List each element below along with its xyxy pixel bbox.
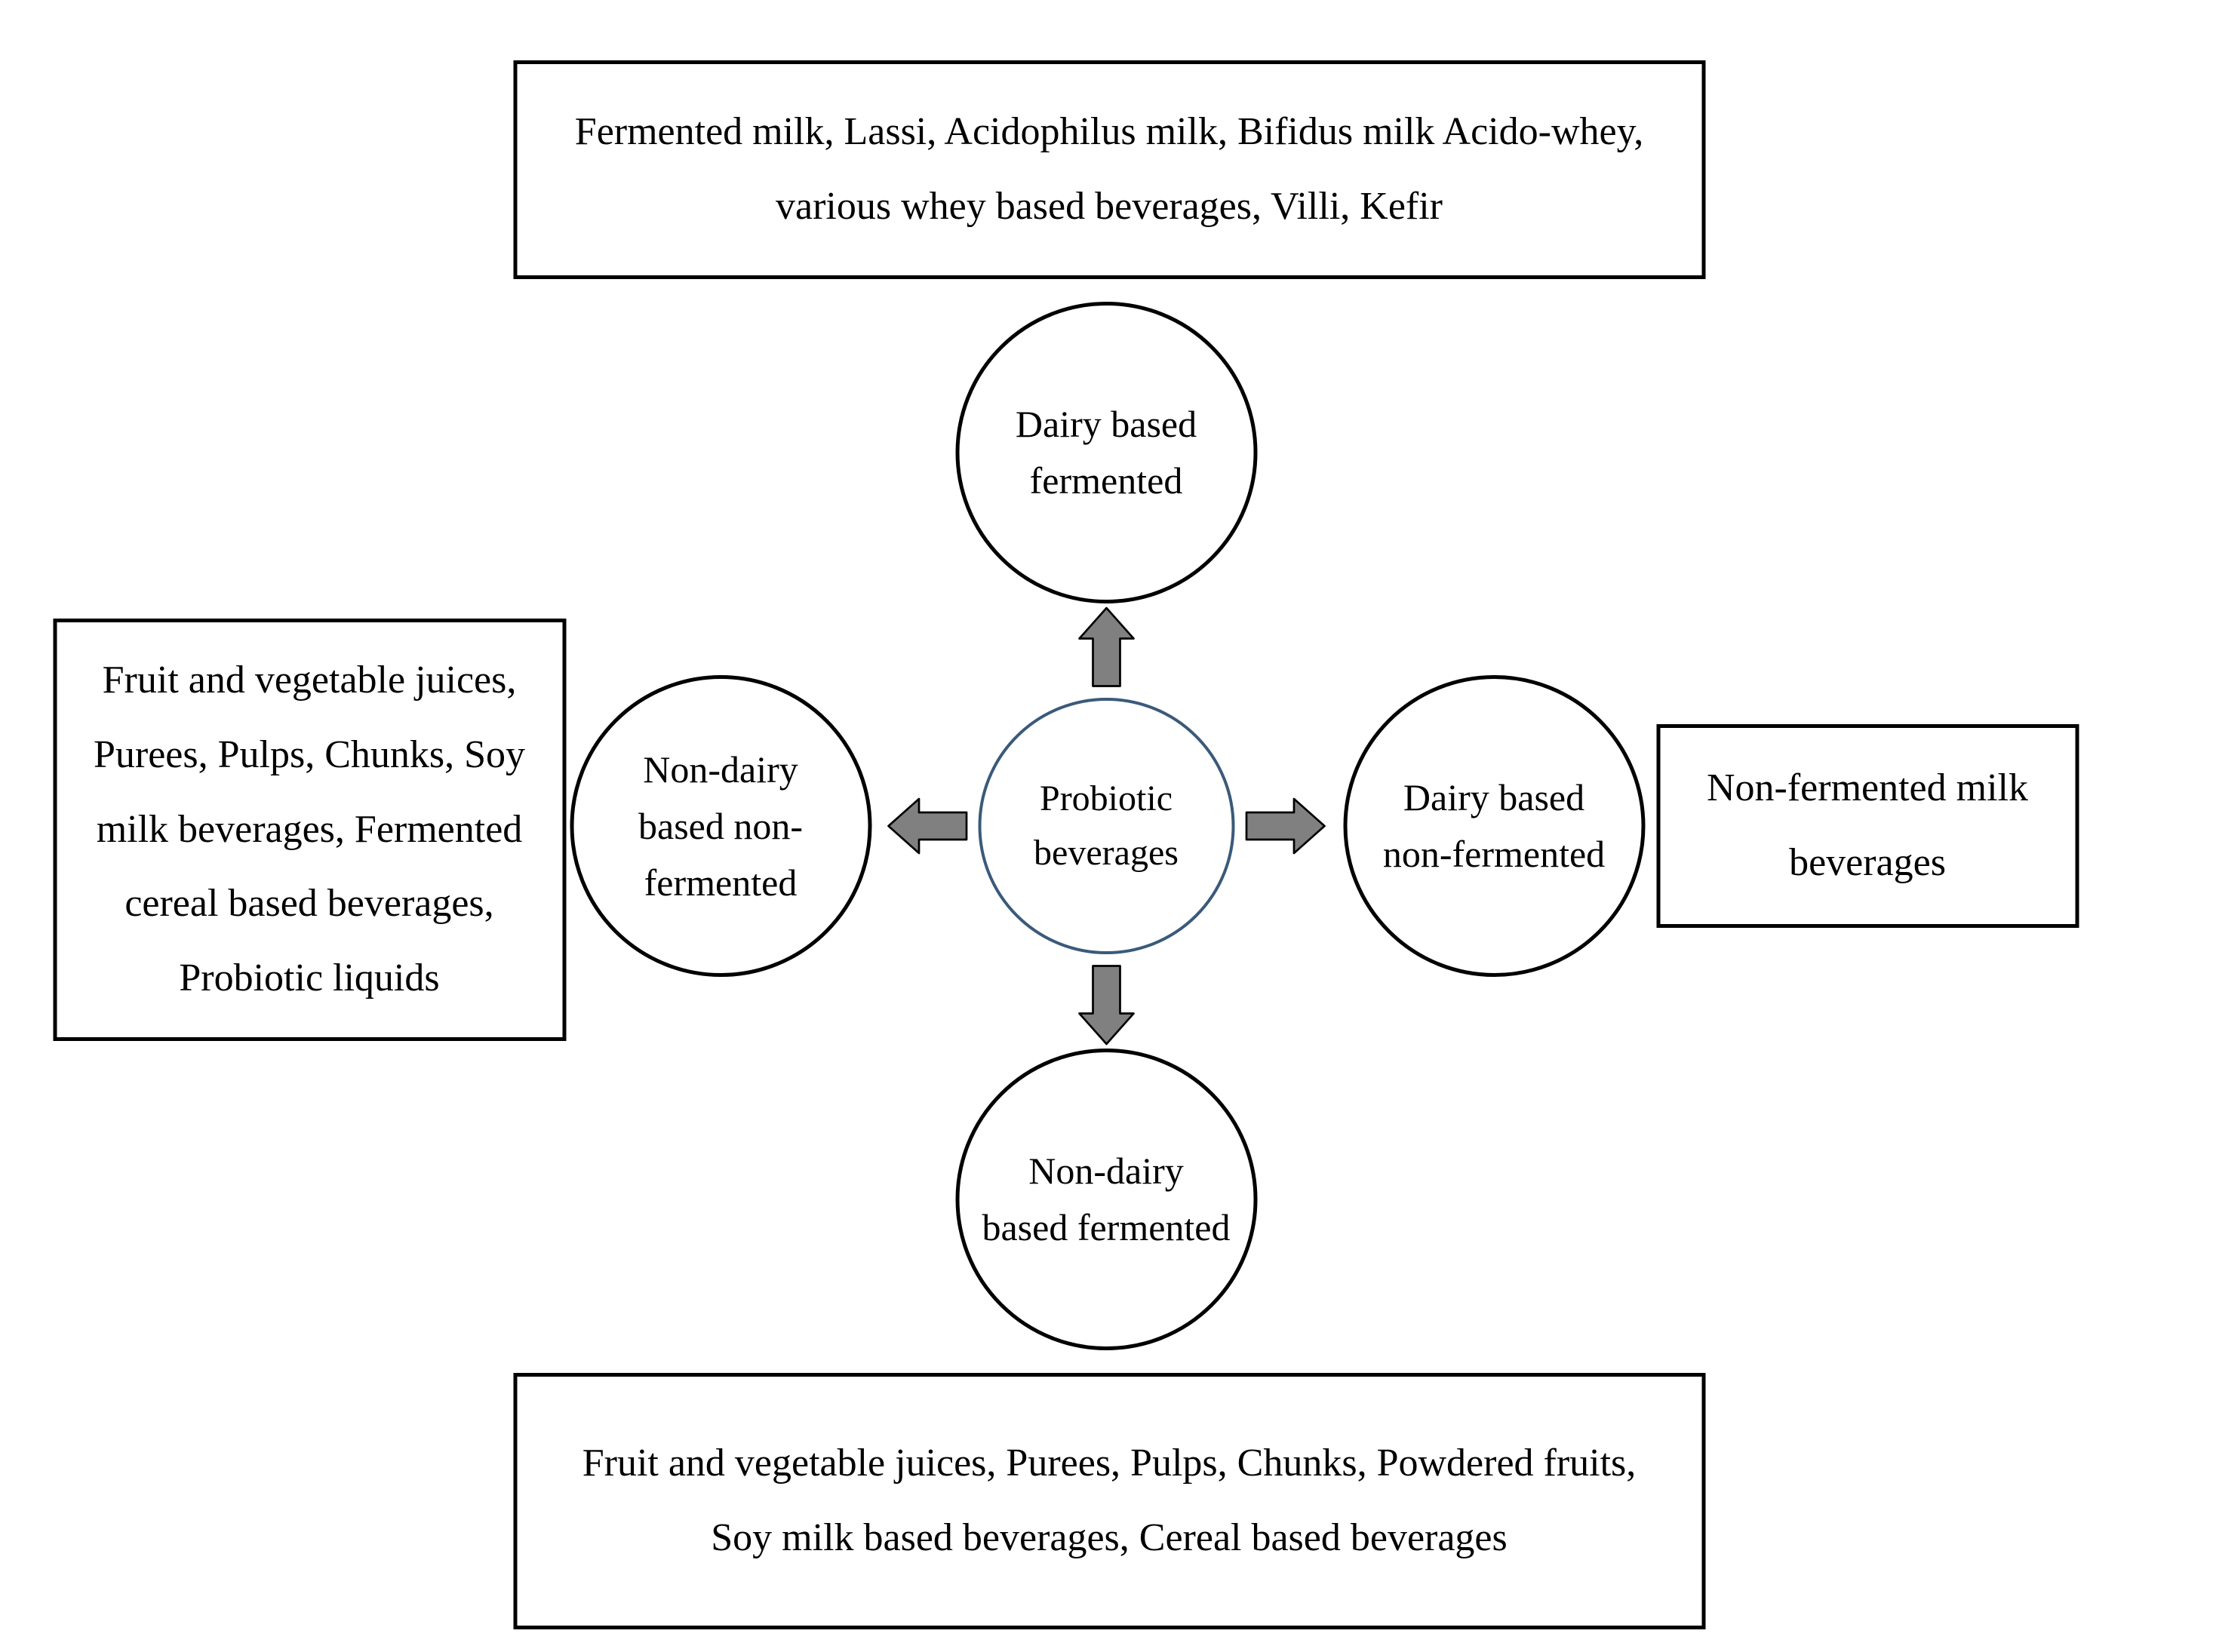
box-nondairy-nonfermented-examples: Fruit and vegetable juices, Purees, Pulp… — [53, 619, 566, 1041]
arrow-right-icon — [1238, 792, 1329, 860]
box-dairy-fermented-examples: Fermented milk, Lassi, Acidophilus milk,… — [513, 60, 1705, 279]
box-nondairy-fermented-text: Fruit and vegetable juices, Purees, Pulp… — [547, 1426, 1671, 1576]
circle-dairy-nonfermented-label: Dairy based non-fermented — [1369, 769, 1618, 883]
arrow-down-icon — [1072, 958, 1140, 1049]
arrow-left-icon — [884, 792, 974, 860]
diagram-canvas: Fermented milk, Lassi, Acidophilus milk,… — [0, 0, 2213, 1652]
circle-dairy-fermented-label: Dairy based fermented — [982, 396, 1231, 509]
circle-nondairy-nonfermented: Non-dairy based non-fermented — [570, 675, 871, 977]
box-dairy-nonfermented-examples: Non-fermented milk beverages — [1656, 724, 2079, 928]
circle-nondairy-fermented: Non-dairy based fermented — [955, 1049, 1257, 1350]
circle-nondairy-nonfermented-label: Non-dairy based non-fermented — [596, 742, 845, 911]
circle-center-label: Probiotic beverages — [981, 772, 1231, 880]
box-dairy-nonfermented-text: Non-fermented milk beverages — [1690, 751, 2045, 901]
box-nondairy-fermented-examples: Fruit and vegetable juices, Purees, Pulp… — [513, 1373, 1705, 1629]
circle-nondairy-fermented-label: Non-dairy based fermented — [982, 1143, 1231, 1256]
box-nondairy-nonfermented-text: Fruit and vegetable juices, Purees, Pulp… — [87, 643, 532, 1016]
circle-dairy-fermented: Dairy based fermented — [955, 302, 1257, 603]
circle-probiotic-beverages: Probiotic beverages — [978, 698, 1234, 954]
circle-dairy-nonfermented: Dairy based non-fermented — [1343, 675, 1645, 977]
arrow-up-icon — [1072, 603, 1140, 694]
box-dairy-fermented-text: Fermented milk, Lassi, Acidophilus milk,… — [547, 95, 1671, 244]
